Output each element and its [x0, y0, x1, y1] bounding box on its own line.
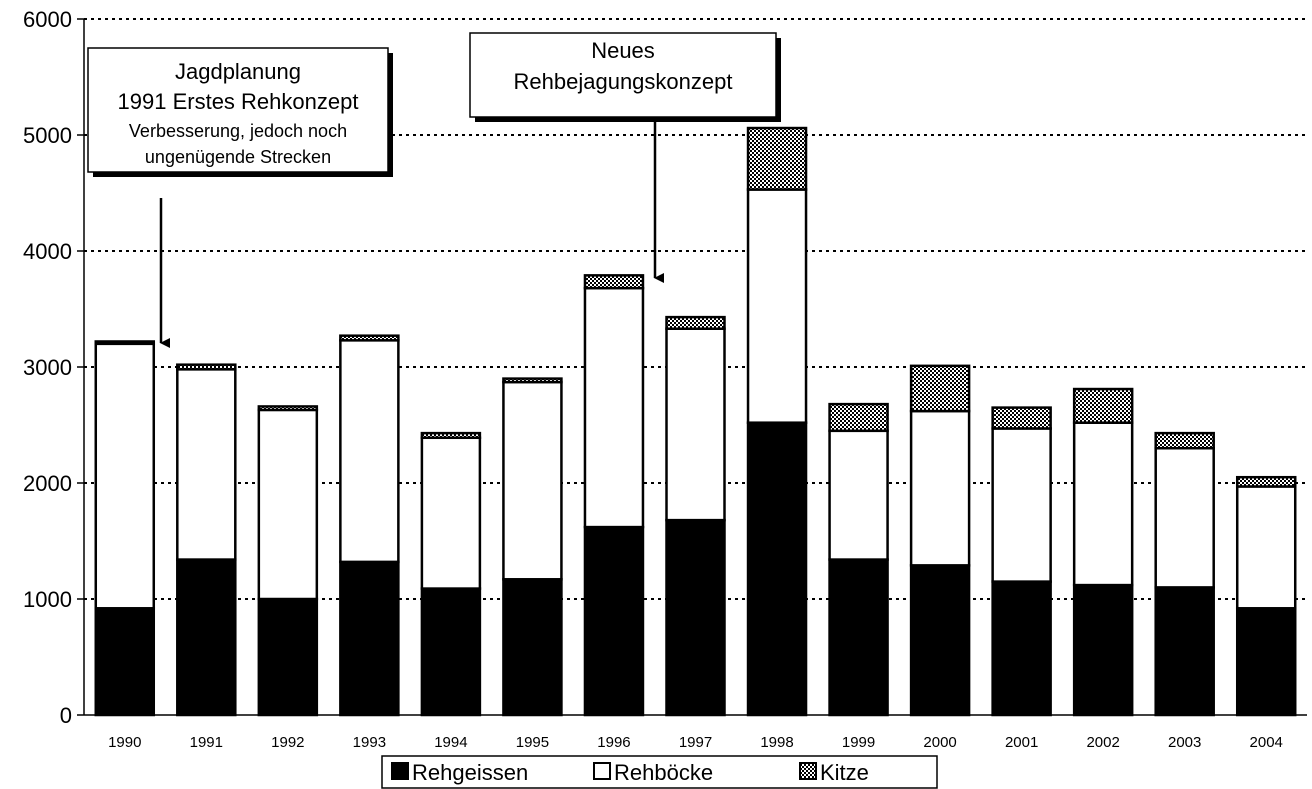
y-tick-label: 4000: [23, 239, 72, 264]
bar-2004-rehb-cke: [1237, 486, 1295, 608]
legend-swatch-rehb-cke: [594, 763, 610, 779]
bar-2003-kitze: [1156, 433, 1214, 448]
x-tick-label: 1998: [760, 734, 793, 751]
y-tick-label: 0: [60, 703, 72, 728]
bar-1992-rehb-cke: [259, 410, 317, 599]
bar-2002-rehgeissen: [1074, 585, 1132, 715]
x-tick-label: 2001: [1005, 734, 1038, 751]
bar-1999-rehgeissen: [830, 560, 888, 715]
bar-1997-rehgeissen: [667, 520, 725, 715]
y-tick-label: 6000: [23, 7, 72, 32]
x-tick-label: 1992: [271, 734, 304, 751]
bar-1996-rehgeissen: [585, 527, 643, 715]
bar-2000-rehgeissen: [911, 565, 969, 715]
bar-1997-kitze: [667, 317, 725, 329]
bar-1997-rehb-cke: [667, 329, 725, 520]
x-tick-label: 1999: [842, 734, 875, 751]
y-tick-label: 5000: [23, 123, 72, 148]
legend-label: Rehgeissen: [412, 760, 528, 785]
bar-1992-kitze: [259, 406, 317, 409]
bar-1994-rehgeissen: [422, 589, 480, 715]
bar-1995-kitze: [503, 379, 561, 382]
annotation-box: Jagdplanung 1991 Erstes Rehkonzept Verbess…: [88, 48, 393, 343]
bar-1994-kitze: [422, 433, 480, 438]
bar-1993-rehgeissen: [340, 562, 398, 715]
bar-2002-kitze: [1074, 389, 1132, 423]
x-axis-tick-labels: 1990 1991 1992 1993 1994 1995 1996 1997 1998 1999…: [108, 734, 1283, 751]
annotations: Jagdplanung 1991 Erstes Rehkonzept Verbess…: [88, 33, 781, 343]
legend-label: Kitze: [820, 760, 869, 785]
bar-1990-kitze: [96, 341, 154, 343]
bar-1994-rehb-cke: [422, 438, 480, 589]
bar-1999-kitze: [830, 404, 888, 431]
bar-1998-rehgeissen: [748, 423, 806, 715]
bar-2003-rehb-cke: [1156, 448, 1214, 587]
annotation-line: Verbesserung, jedoch noch: [129, 121, 347, 141]
y-tick-label: 1000: [23, 587, 72, 612]
bar-1998-rehb-cke: [748, 190, 806, 423]
x-tick-label: 1997: [679, 734, 712, 751]
bar-1999-rehb-cke: [830, 431, 888, 560]
bar-1991-rehb-cke: [177, 369, 235, 559]
y-tick-label: 3000: [23, 355, 72, 380]
bar-1998-kitze: [748, 128, 806, 189]
y-tick-label: 2000: [23, 471, 72, 496]
bar-2000-rehb-cke: [911, 411, 969, 565]
x-tick-label: 1990: [108, 734, 141, 751]
bar-2004-kitze: [1237, 477, 1295, 486]
bar-1990-rehb-cke: [96, 344, 154, 608]
legend-label: Rehböcke: [614, 760, 713, 785]
x-tick-label: 2003: [1168, 734, 1201, 751]
annotation-box: Neues Rehbejagungskonzept: [470, 33, 781, 278]
bar-2004-rehgeissen: [1237, 608, 1295, 715]
bar-1990-rehgeissen: [96, 608, 154, 715]
bar-1995-rehgeissen: [503, 579, 561, 715]
annotation-line: Jagdplanung: [175, 59, 301, 84]
bar-2001-rehb-cke: [993, 428, 1051, 581]
x-tick-label: 1991: [190, 734, 223, 751]
x-tick-label: 2000: [923, 734, 956, 751]
x-tick-label: 1994: [434, 734, 467, 751]
bar-1996-kitze: [585, 275, 643, 288]
bar-2000-kitze: [911, 366, 969, 411]
x-tick-label: 1993: [353, 734, 386, 751]
bars: [96, 128, 1295, 715]
bar-2001-rehgeissen: [993, 582, 1051, 715]
legend-swatch-kitze: [800, 763, 816, 779]
annotation-line: Neues: [591, 38, 655, 63]
legend: Rehgeissen Rehböcke Kitze: [382, 756, 937, 788]
x-tick-label: 1996: [597, 734, 630, 751]
x-tick-label: 2004: [1250, 734, 1283, 751]
annotation-line: Rehbejagungskonzept: [514, 69, 733, 94]
annotation-line: ungenügende Strecken: [145, 147, 331, 167]
bar-1995-rehb-cke: [503, 382, 561, 579]
bar-1992-rehgeissen: [259, 599, 317, 715]
bar-2001-kitze: [993, 408, 1051, 429]
bar-1991-rehgeissen: [177, 560, 235, 715]
bar-2002-rehb-cke: [1074, 423, 1132, 585]
x-tick-label: 1995: [516, 734, 549, 751]
bar-1993-kitze: [340, 336, 398, 341]
bar-1996-rehb-cke: [585, 288, 643, 527]
legend-swatch-rehgeissen: [392, 763, 408, 779]
y-axis-tick-labels: 0 1000 2000 3000 4000 5000 6000: [23, 7, 72, 728]
bar-1991-kitze: [177, 365, 235, 370]
annotation-line: 1991 Erstes Rehkonzept: [118, 89, 359, 114]
bar-1993-rehb-cke: [340, 340, 398, 562]
x-tick-label: 2002: [1086, 734, 1119, 751]
bar-2003-rehgeissen: [1156, 587, 1214, 715]
